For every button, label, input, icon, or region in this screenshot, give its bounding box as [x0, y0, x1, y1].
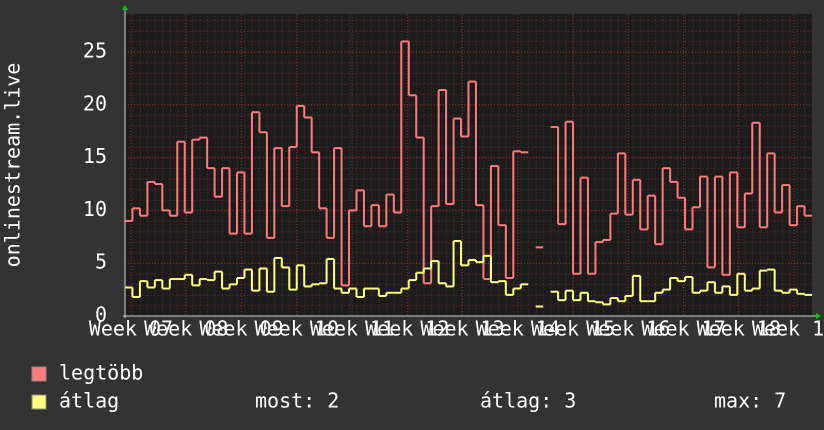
- minor-grid: [125, 14, 812, 316]
- stat-label: átlag:: [480, 389, 552, 413]
- y-tick-label: 0: [95, 303, 107, 327]
- legend-label: átlag: [59, 389, 119, 413]
- x-tick-label: Week 14: [476, 317, 560, 341]
- stat-label: max:: [714, 389, 762, 413]
- legend-swatch: [31, 394, 47, 410]
- y-tick-label: 10: [83, 197, 107, 221]
- x-tick-label: Week 10: [255, 317, 339, 341]
- y-tick-label: 15: [83, 144, 107, 168]
- stat-value: 3: [564, 389, 576, 413]
- x-tick-label: Week 07: [89, 317, 173, 341]
- stat-value: 2: [327, 389, 339, 413]
- y-axis-label: onlinestream.live: [1, 63, 25, 268]
- x-tick-label: Week 12: [365, 317, 449, 341]
- axis-arrow: [122, 5, 128, 10]
- x-tick-label: Week 15: [531, 317, 615, 341]
- x-tick-label: Week 16: [586, 317, 670, 341]
- legend-swatch: [31, 366, 47, 382]
- axis-arrow: [816, 313, 821, 319]
- x-tick-label: Week 09: [199, 317, 283, 341]
- y-tick-label: 5: [95, 250, 107, 274]
- x-tick-label: Week 19: [752, 317, 824, 341]
- x-tick-label: Week 13: [420, 317, 504, 341]
- y-tick-label: 20: [83, 91, 107, 115]
- y-tick-label: 25: [83, 39, 107, 63]
- legend-label: legtöbb: [59, 361, 143, 385]
- x-tick-label: Week 11: [310, 317, 394, 341]
- x-tick-label: Week 18: [697, 317, 781, 341]
- x-tick-label: Week 17: [641, 317, 725, 341]
- stat-label: most:: [255, 389, 315, 413]
- stat-value: 7: [774, 389, 786, 413]
- x-tick-label: Week 08: [144, 317, 228, 341]
